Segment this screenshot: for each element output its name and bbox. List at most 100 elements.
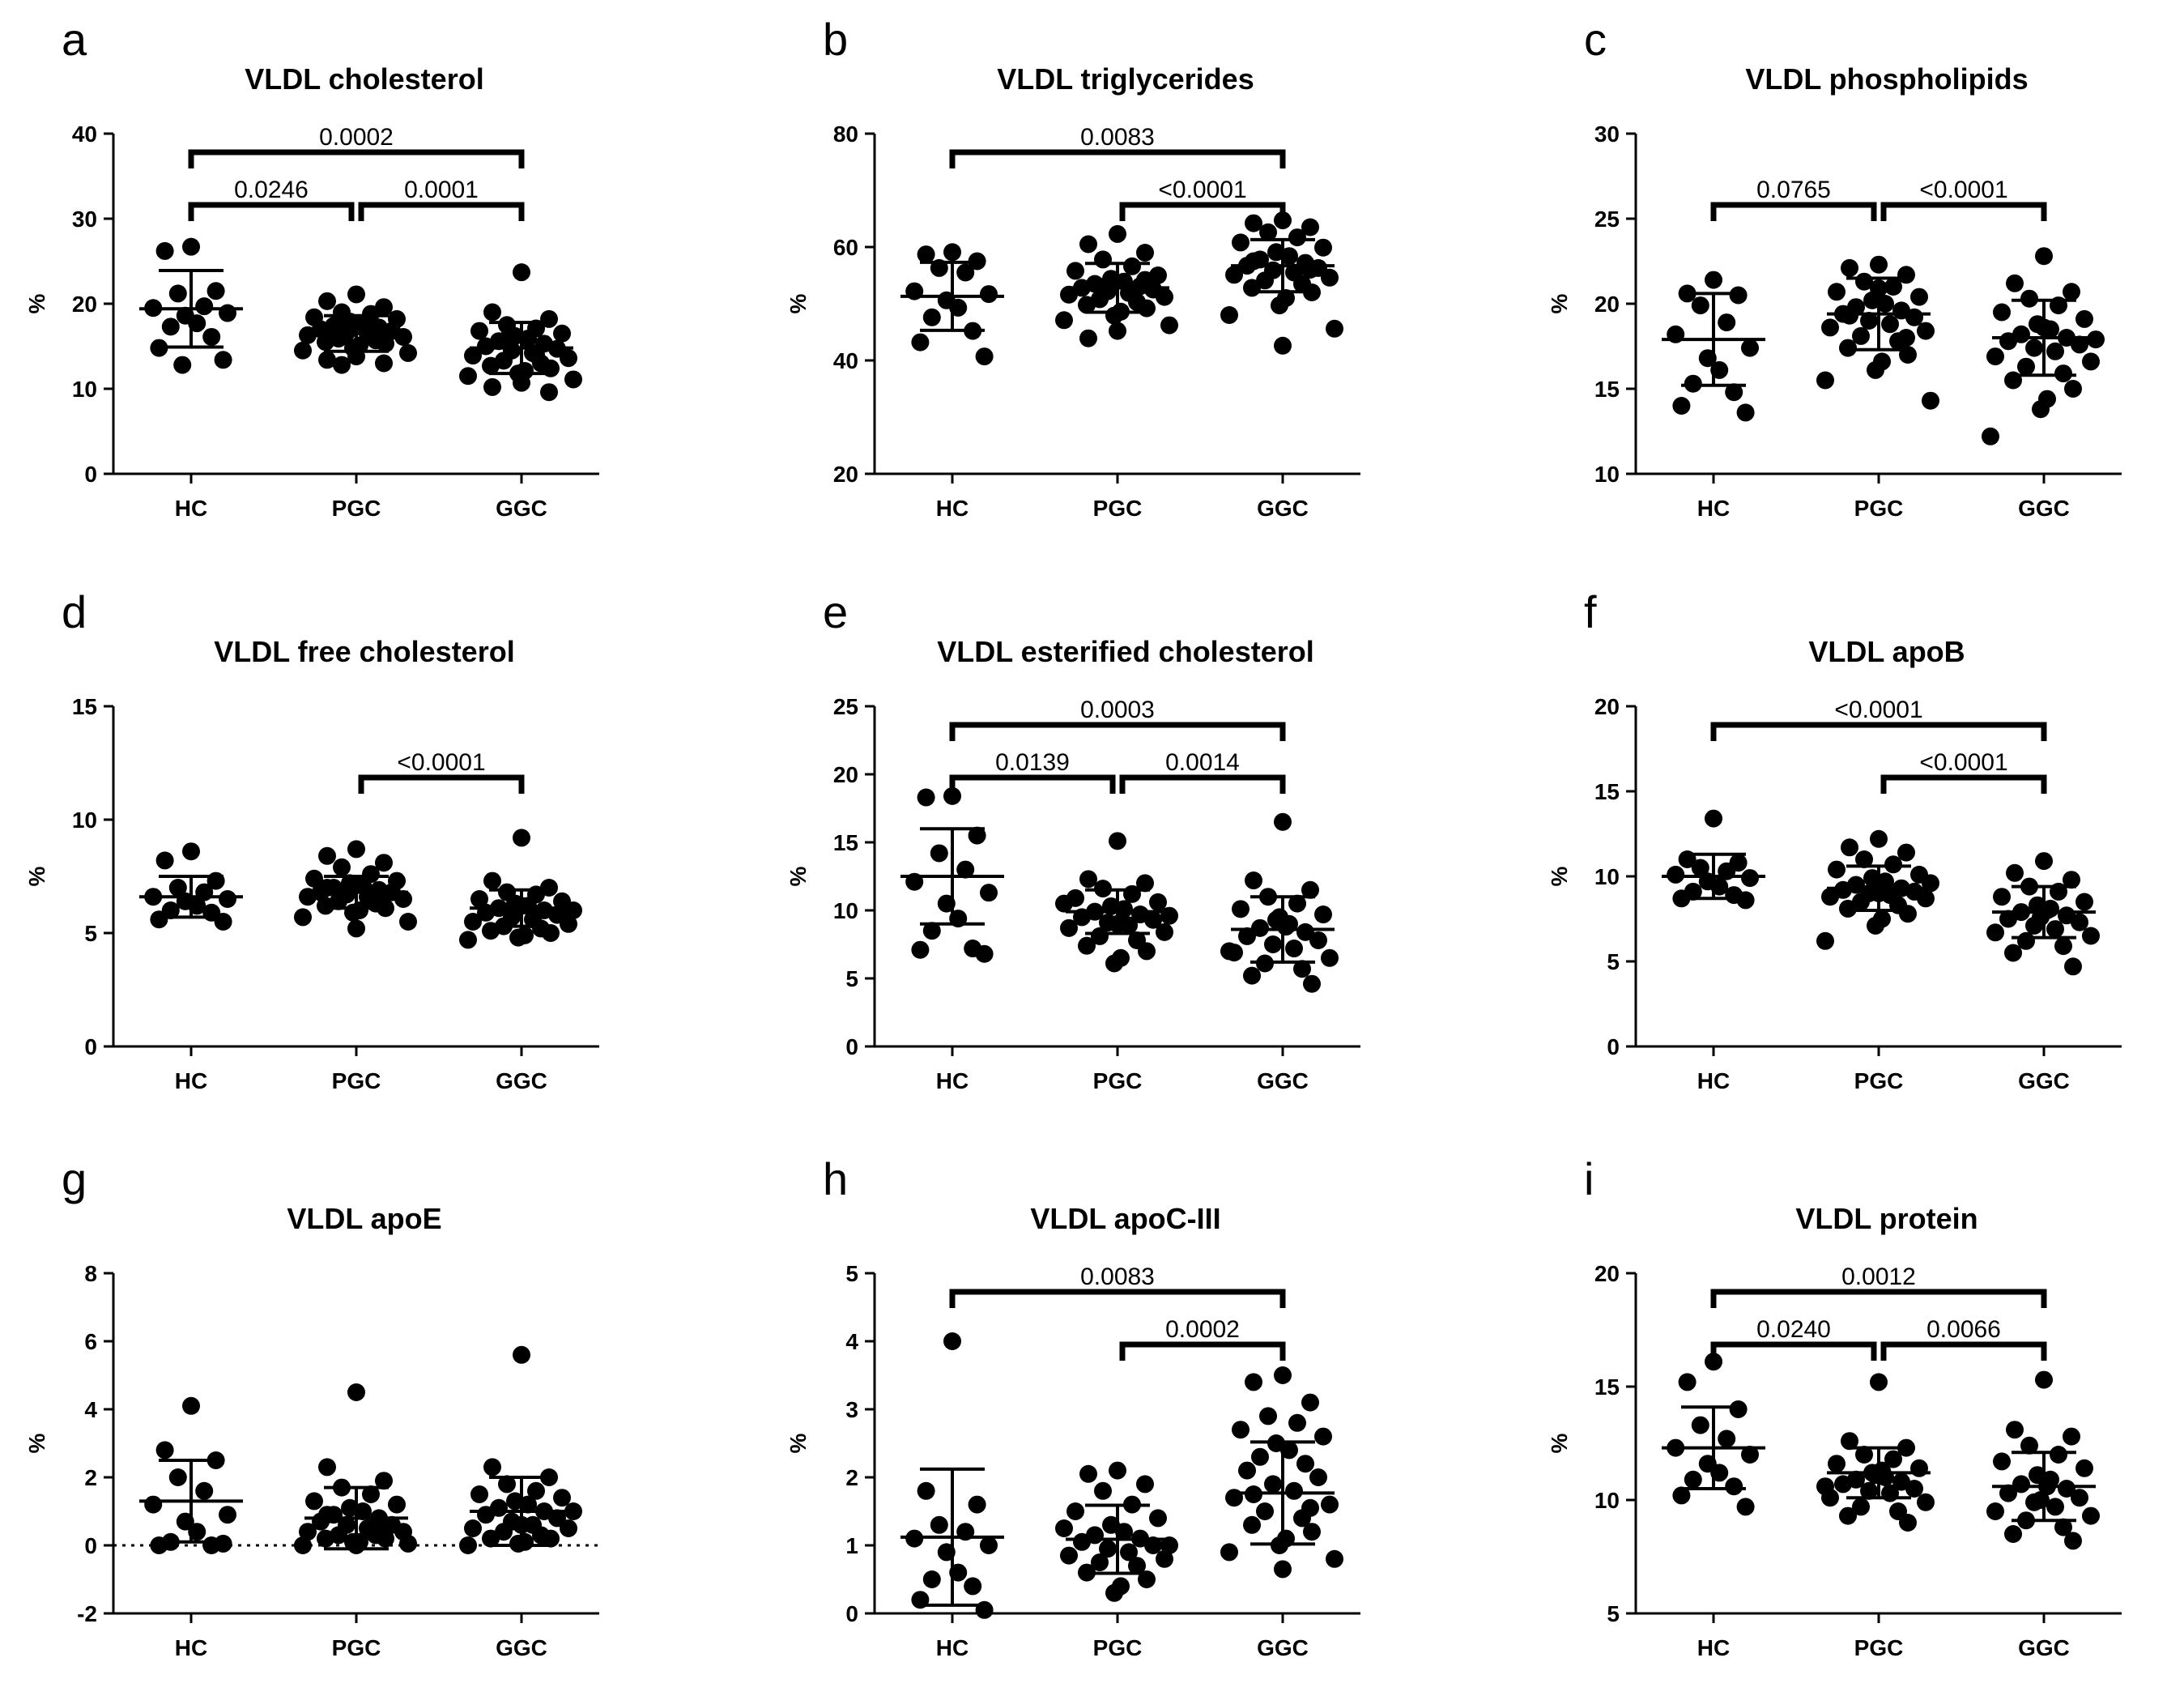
data-point-hc <box>1725 1477 1743 1496</box>
data-point-pgc <box>1828 1455 1846 1473</box>
data-point-pgc <box>1899 905 1917 923</box>
data-point-ggc <box>513 373 530 392</box>
data-point-ggc <box>2046 342 2064 360</box>
data-point-pgc <box>1091 927 1109 945</box>
data-point-ggc <box>2071 913 2088 931</box>
data-point-ggc <box>1314 1427 1332 1446</box>
data-point-pgc <box>1055 311 1073 330</box>
y-tick-label: 20 <box>1594 1261 1620 1286</box>
data-point-hc <box>1672 1486 1691 1505</box>
data-point-pgc <box>375 1472 393 1490</box>
data-point-ggc <box>1296 1455 1314 1473</box>
x-category-label: GGC <box>2018 1068 2070 1093</box>
data-point-pgc <box>1109 1461 1126 1480</box>
x-category-label: PGC <box>1093 1635 1143 1660</box>
data-point-ggc <box>470 890 488 908</box>
y-tick-label: 2 <box>84 1465 97 1490</box>
y-axis-label: % <box>785 293 811 313</box>
y-tick-label: 20 <box>833 462 858 487</box>
data-point-hc <box>202 327 221 346</box>
data-point-ggc <box>553 324 571 343</box>
x-category-label: HC <box>936 1635 969 1660</box>
data-point-pgc <box>1884 855 1902 874</box>
data-point-ggc <box>1274 1366 1292 1384</box>
p-value-label: 0.0001 <box>404 177 479 203</box>
data-point-hc <box>1725 383 1743 402</box>
data-point-pgc <box>354 1502 372 1520</box>
data-point-pgc <box>399 1534 417 1553</box>
data-point-pgc <box>1876 295 1894 313</box>
significance-bracket <box>188 202 355 221</box>
panel-letter: d <box>62 586 87 637</box>
data-point-ggc <box>1301 880 1319 899</box>
data-point-pgc <box>1073 1532 1091 1551</box>
data-point-ggc <box>2054 937 2072 956</box>
y-tick-label: 0 <box>1607 1034 1620 1059</box>
data-point-ggc <box>1238 927 1256 945</box>
data-point-pgc <box>1834 1475 1852 1494</box>
data-point-hc <box>1736 1498 1755 1516</box>
data-point-ggc <box>509 1534 527 1553</box>
data-point-ggc <box>459 931 477 949</box>
data-point-ggc <box>477 337 495 356</box>
data-point-ggc <box>2063 1427 2080 1446</box>
data-point-hc <box>206 282 225 300</box>
y-axis-label: % <box>24 1433 49 1453</box>
data-point-hc <box>150 910 168 929</box>
data-point-ggc <box>1303 1523 1321 1541</box>
y-axis-label: % <box>1547 866 1572 886</box>
panel-f: f VLDL apoB 0 5 10 15 20% HC PGC GGC <0.0001 <0.000… <box>1547 586 2122 1093</box>
p-value-label: <0.0001 <box>1919 749 2007 776</box>
data-point-hc <box>917 1481 935 1500</box>
data-point-pgc <box>1899 1514 1917 1532</box>
data-point-ggc <box>459 1536 477 1554</box>
data-point-hc <box>150 1536 168 1554</box>
data-point-ggc <box>482 922 500 940</box>
data-point-hc <box>1741 339 1759 357</box>
y-tick-label: 4 <box>845 1329 858 1354</box>
data-point-ggc <box>1301 218 1319 237</box>
data-point-ggc <box>1301 1498 1319 1517</box>
data-point-ggc <box>564 370 582 389</box>
data-point-pgc <box>1136 1475 1154 1494</box>
data-point-pgc <box>375 854 393 872</box>
data-point-pgc <box>1094 1481 1112 1500</box>
significance-bracket <box>1710 1341 1877 1361</box>
panel-title: VLDL protein <box>1795 1202 1978 1235</box>
data-point-pgc <box>1091 1553 1109 1571</box>
x-category-label: GGC <box>2018 496 2070 521</box>
p-value-label: 0.0003 <box>1080 697 1155 723</box>
data-point-ggc <box>1285 940 1303 958</box>
data-point-ggc <box>1238 1461 1256 1480</box>
data-point-pgc <box>344 903 362 922</box>
data-point-hc <box>168 1468 187 1486</box>
data-point-ggc <box>1326 1549 1343 1568</box>
data-point-hc <box>219 304 236 322</box>
data-point-hc <box>964 1577 982 1596</box>
data-point-pgc <box>299 326 317 344</box>
data-point-ggc <box>509 928 527 947</box>
data-point-pgc <box>1156 288 1173 306</box>
data-point-ggc <box>1296 923 1314 941</box>
data-point-ggc <box>2035 852 2053 871</box>
panel-letter: b <box>823 14 848 65</box>
data-point-ggc <box>2020 289 2038 308</box>
data-point-ggc <box>470 322 488 340</box>
p-value-label: 0.0083 <box>1080 124 1155 151</box>
data-point-ggc <box>2017 357 2035 376</box>
data-point-pgc <box>1066 1502 1084 1520</box>
data-point-hc <box>1705 1353 1722 1371</box>
y-tick-label: 5 <box>845 966 858 991</box>
data-point-ggc <box>1303 974 1321 993</box>
data-point-pgc <box>1860 1481 1878 1500</box>
data-point-pgc <box>1109 224 1126 243</box>
data-point-ggc <box>1245 1373 1262 1391</box>
data-point-ggc <box>459 367 477 386</box>
y-tick-label: 25 <box>1594 207 1620 232</box>
significance-bracket <box>949 774 1116 794</box>
data-point-pgc <box>1060 1546 1078 1565</box>
data-point-ggc <box>2054 364 2072 383</box>
y-tick-label: 10 <box>1594 462 1620 487</box>
y-tick-label: 25 <box>833 694 858 719</box>
y-tick-label: 5 <box>1607 1601 1620 1626</box>
